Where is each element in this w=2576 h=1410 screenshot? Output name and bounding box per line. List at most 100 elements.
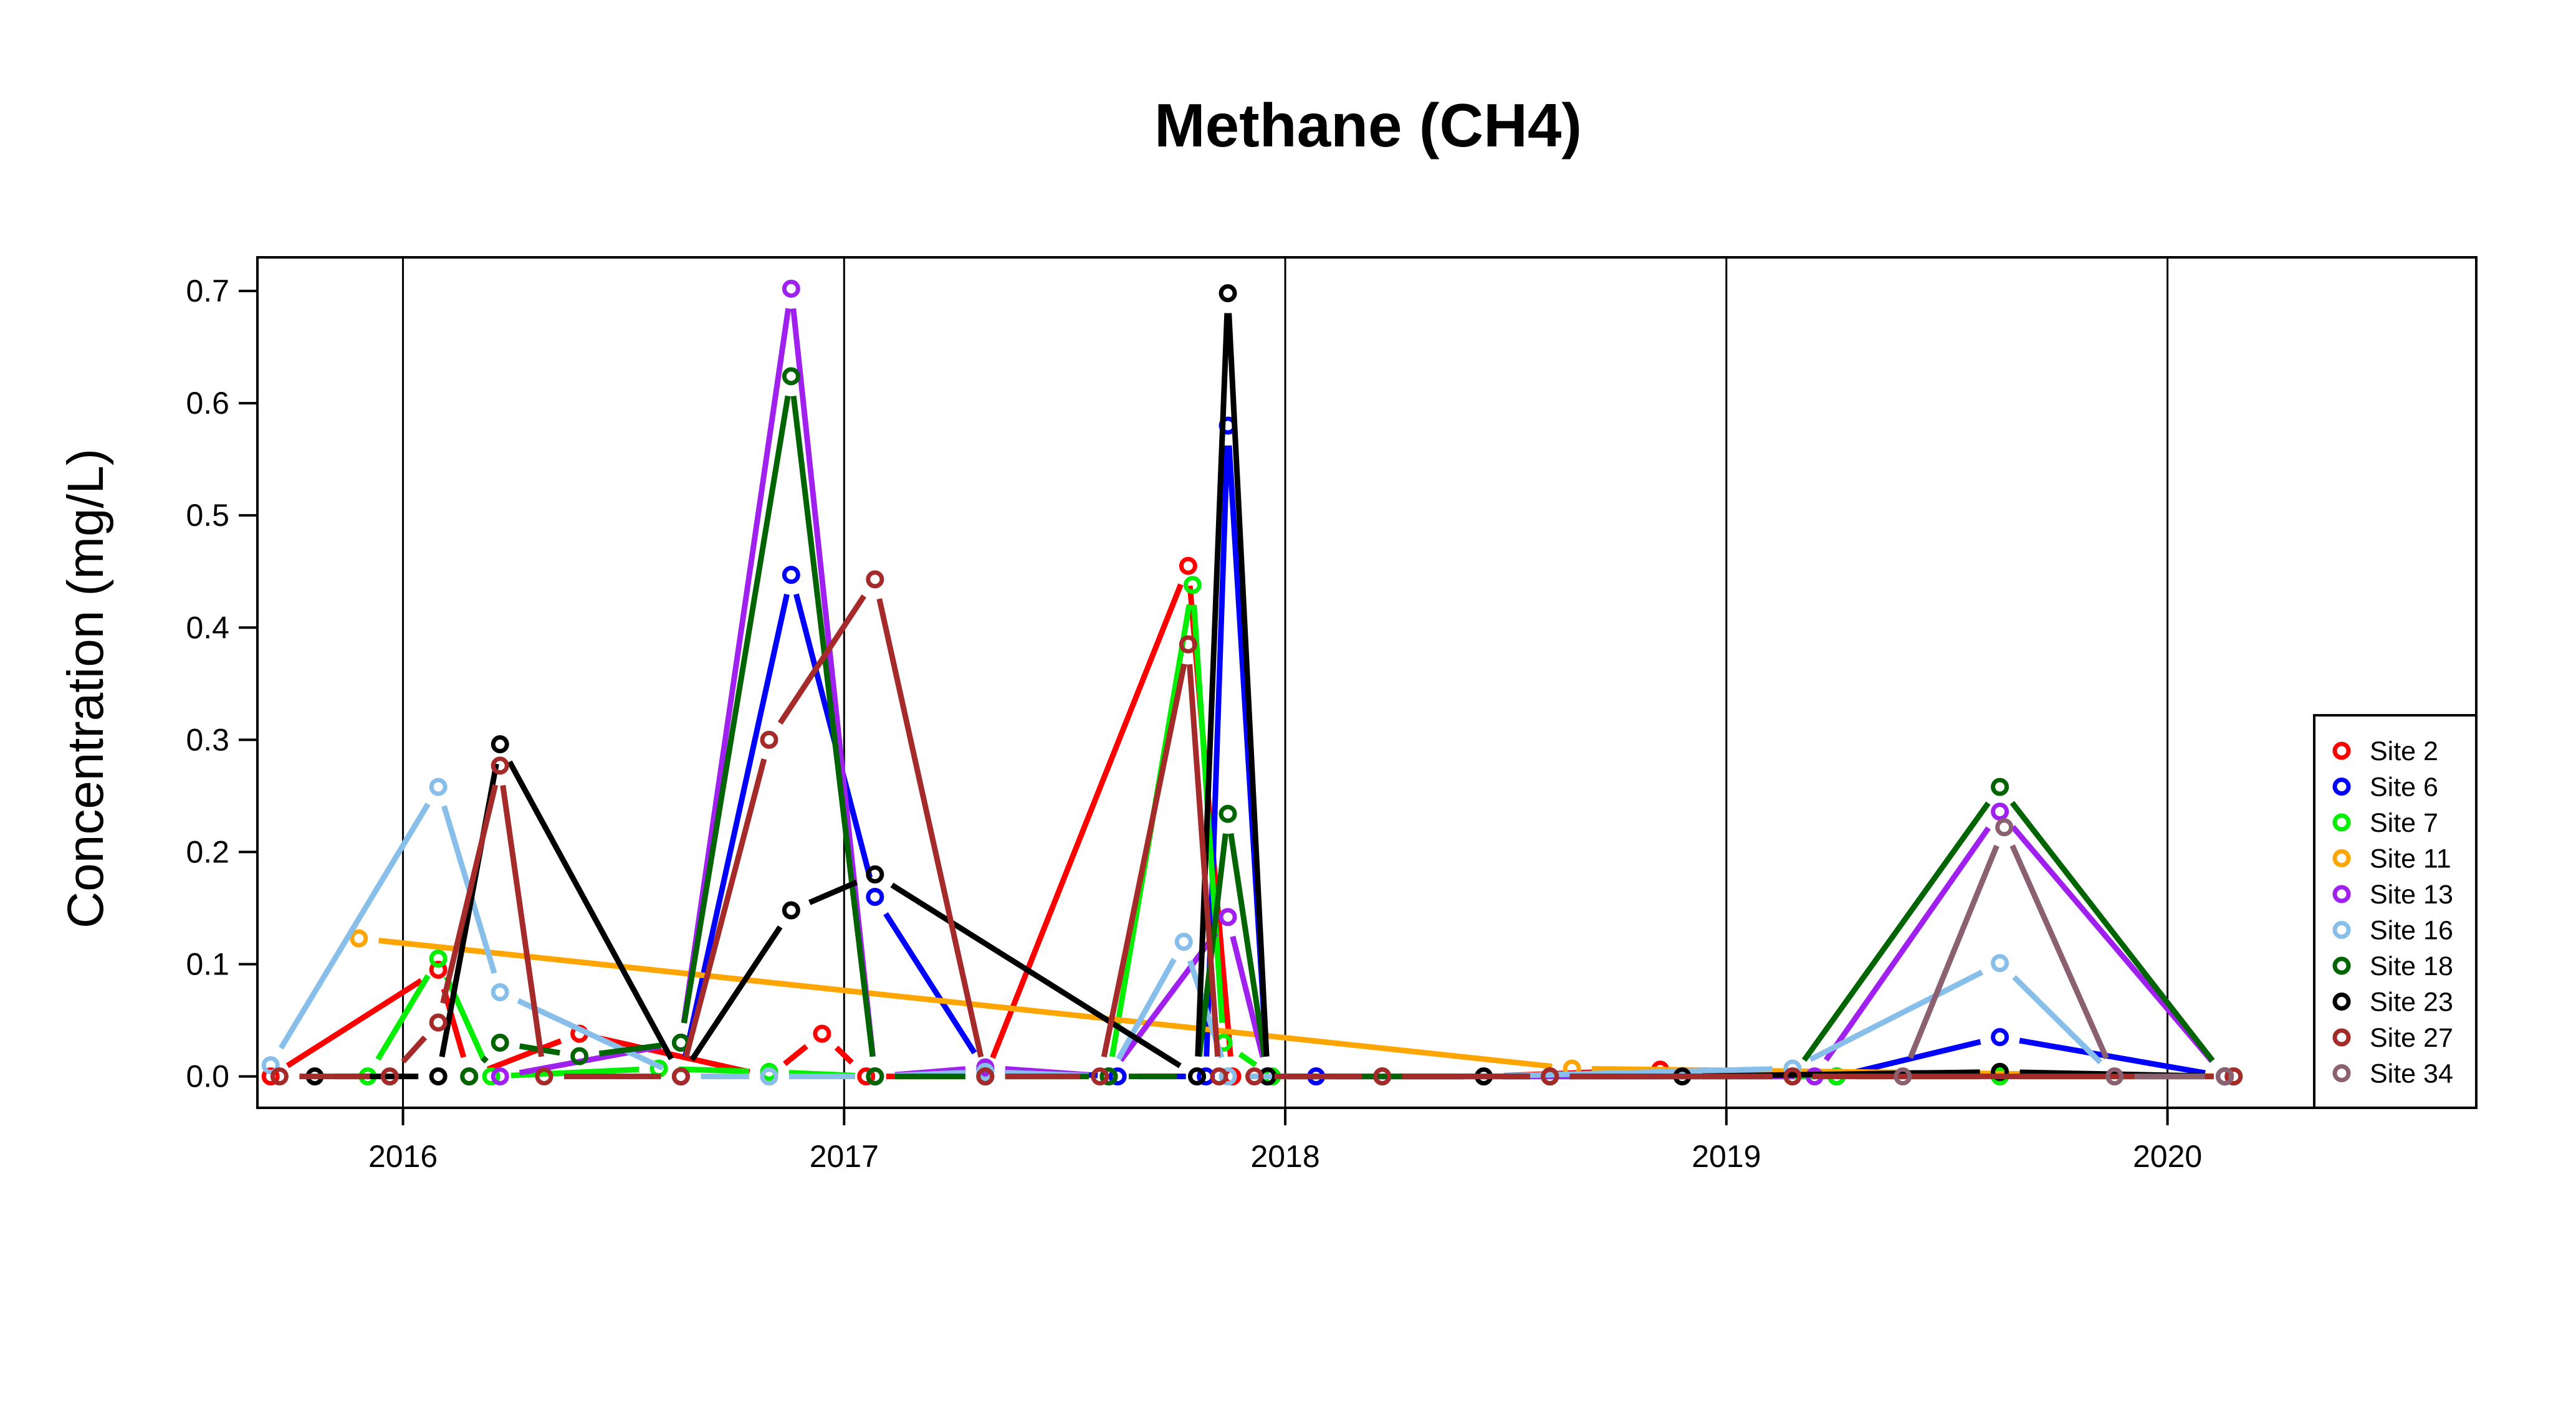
data-point — [1179, 556, 1197, 575]
legend-item: Site 27 — [2332, 1023, 2453, 1053]
data-point — [1174, 932, 1193, 951]
data-point — [460, 1067, 479, 1086]
series-line-segment — [441, 988, 467, 1059]
y-tick-label: 0.6 — [186, 386, 229, 421]
series-line-segment — [1116, 958, 1177, 1060]
series-line-segment — [1809, 969, 1984, 1062]
series-line-segment — [2009, 801, 2215, 1063]
data-point — [2224, 1067, 2243, 1086]
series-line-segment — [681, 395, 791, 1024]
data-point — [760, 730, 778, 749]
series-line-segment — [500, 784, 544, 1057]
data-point — [429, 1013, 448, 1032]
data-point — [429, 949, 448, 968]
series-line-segment — [2010, 825, 2214, 1064]
legend-label: Site 34 — [2370, 1059, 2453, 1089]
series-line-segment — [876, 598, 984, 1058]
legend-label: Site 2 — [2370, 736, 2438, 766]
series-line-segment — [683, 758, 767, 1058]
series-line-segment — [1101, 663, 1187, 1058]
series-line-segment — [598, 1042, 662, 1057]
data-point — [491, 1034, 509, 1052]
series-line-segment — [777, 594, 866, 725]
series-site-27 — [270, 570, 2243, 1086]
series-line-segment — [1855, 1039, 1981, 1075]
series-line-segment — [1226, 313, 1270, 1057]
series-line-segment — [1238, 1052, 1258, 1068]
legend-marker — [2332, 921, 2351, 939]
series-line-segment — [510, 1066, 639, 1079]
data-point — [857, 1067, 876, 1086]
grid-layer — [402, 257, 2169, 1108]
data-point — [261, 1067, 280, 1086]
data-point — [1210, 1067, 1228, 1086]
series-line-segment — [990, 583, 1184, 1059]
legend-item: Site 13 — [2332, 880, 2453, 910]
legend-marker — [2332, 956, 2351, 975]
data-point — [491, 1067, 509, 1086]
series-line-segment — [2019, 1037, 2206, 1076]
series-line-segment — [1195, 313, 1230, 1057]
series-line-segment — [440, 784, 499, 1004]
data-point — [1091, 1067, 1109, 1086]
series-line-segment — [783, 1044, 808, 1067]
data-point — [2216, 1067, 2234, 1086]
legend-label: Site 11 — [2370, 844, 2451, 874]
data-point — [1995, 818, 2014, 837]
series-line-segment — [1503, 1066, 1773, 1079]
legend-item: Site 16 — [2332, 916, 2453, 946]
legend-item: Site 11 — [2332, 844, 2451, 874]
series-line-segment — [401, 1035, 428, 1064]
data-point — [1373, 1067, 1392, 1086]
legend-label: Site 18 — [2370, 951, 2453, 981]
series-line-segment — [481, 1055, 489, 1064]
y-tick-label: 0.2 — [186, 834, 229, 869]
legend-item: Site 23 — [2332, 988, 2453, 1017]
series-line-segment — [689, 925, 783, 1062]
series-line-segment — [486, 1038, 562, 1072]
series-line-segment — [2012, 974, 2103, 1065]
data-point — [1894, 1067, 1912, 1086]
data-point — [429, 778, 448, 796]
series-site-34 — [1894, 818, 2234, 1086]
x-tick-label: 2019 — [1692, 1139, 1761, 1174]
series-line-segment — [1230, 935, 1266, 1058]
data-point — [1219, 1067, 1237, 1086]
series-line-segment — [1824, 826, 1991, 1062]
data-point — [491, 735, 509, 754]
data-point — [491, 983, 509, 1002]
legend-marker — [2332, 778, 2351, 796]
data-point — [1183, 576, 1202, 594]
data-point — [866, 887, 884, 906]
data-point — [491, 756, 509, 775]
data-point — [429, 961, 448, 979]
data-point — [976, 1067, 995, 1086]
legend-label: Site 23 — [2370, 988, 2453, 1017]
data-point — [429, 1067, 448, 1086]
series-layer — [261, 279, 2243, 1086]
data-point — [1783, 1067, 1802, 1086]
data-point — [866, 1067, 884, 1086]
data-point — [782, 901, 800, 920]
series-line-segment — [790, 396, 876, 1057]
series-line-segment — [278, 803, 431, 1050]
data-point — [1188, 1067, 1207, 1086]
series-line-segment — [598, 1035, 750, 1075]
data-point — [1991, 954, 2009, 973]
data-point — [1108, 1067, 1127, 1086]
series-line-segment — [2009, 844, 2109, 1060]
x-tick-label: 2020 — [2133, 1139, 2202, 1174]
series-line-segment — [507, 760, 674, 1060]
data-point — [1991, 803, 2009, 821]
x-tick-label: 2017 — [810, 1139, 879, 1174]
y-tick-label: 0.4 — [186, 610, 229, 645]
series-line-segment — [1187, 664, 1221, 1057]
legend-marker — [2332, 1028, 2351, 1047]
legend-marker — [2332, 813, 2351, 832]
data-point — [270, 1067, 289, 1086]
series-line-segment — [890, 882, 1182, 1069]
series-line-segment — [883, 912, 977, 1055]
data-point — [1219, 284, 1237, 303]
legend-marker — [2332, 993, 2351, 1011]
legend-label: Site 6 — [2370, 773, 2438, 803]
